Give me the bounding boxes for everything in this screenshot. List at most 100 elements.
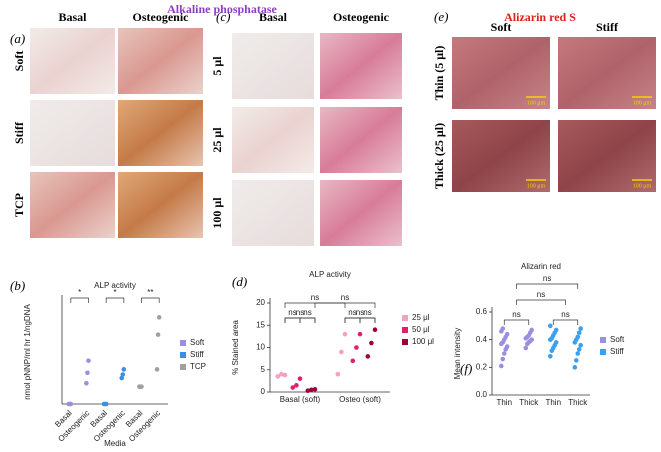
panel-label: (b) <box>10 278 25 293</box>
y-axis-label: nmol pNNP/ml hr 1/ngDNA <box>23 304 32 400</box>
significance-label: ns <box>363 308 371 317</box>
significance-bracket <box>70 297 89 303</box>
scale-bar-label: 100 μm <box>527 183 546 189</box>
data-point <box>121 367 127 372</box>
data-point <box>576 347 582 352</box>
scale-bar-label: 100 μm <box>633 183 652 189</box>
legend-marker <box>600 337 606 343</box>
y-tick-label: 0.0 <box>476 390 488 399</box>
micrograph <box>118 28 203 94</box>
data-point <box>529 327 534 333</box>
data-point <box>350 358 356 364</box>
data-point <box>86 358 91 363</box>
y-axis-label: Mean intensity <box>453 328 462 380</box>
panel-label: (f) <box>460 361 472 376</box>
data-point <box>575 334 581 340</box>
data-point <box>68 401 74 407</box>
data-point <box>573 358 579 363</box>
row-header: 5 μl <box>210 56 224 76</box>
significance-bracket <box>516 299 566 305</box>
significance-bracket <box>284 317 301 323</box>
data-point <box>357 331 363 337</box>
significance-label: ns <box>311 293 319 302</box>
panel-label: (c) <box>216 9 230 24</box>
data-point <box>372 327 378 333</box>
data-point <box>553 340 559 345</box>
micrograph <box>558 120 656 192</box>
data-point <box>501 351 507 356</box>
significance-label: ns <box>296 308 304 317</box>
micrograph <box>118 100 203 166</box>
significance-bracket <box>516 283 579 289</box>
legend-marker <box>180 352 186 358</box>
micrograph <box>118 172 203 238</box>
data-point <box>103 401 109 407</box>
data-point <box>499 363 504 369</box>
legend-marker <box>180 364 186 370</box>
significance-label: ns <box>356 308 364 317</box>
legend-label: 25 μl <box>412 313 430 322</box>
y-tick-label: 0 <box>261 387 266 396</box>
row-header: Thick (25 μl) <box>432 123 446 189</box>
data-point <box>575 351 581 356</box>
legend-marker <box>180 340 186 346</box>
column-header: Osteogenic <box>333 10 390 24</box>
x-axis-label: Media <box>104 439 126 447</box>
data-point <box>290 385 296 390</box>
micrograph <box>320 33 402 99</box>
row-header: Stiff <box>12 121 26 144</box>
data-point <box>335 371 341 377</box>
data-point <box>155 332 161 337</box>
column-header: Stiff <box>596 20 619 34</box>
significance-bracket <box>141 297 160 303</box>
significance-label: ns <box>288 308 296 317</box>
column-header: Basal <box>58 10 87 24</box>
y-tick-label: 0.6 <box>476 307 488 316</box>
micrograph <box>30 100 115 166</box>
micrograph <box>30 28 115 94</box>
data-point <box>576 330 582 336</box>
significance-label: * <box>113 288 116 297</box>
data-point <box>553 327 559 333</box>
title: Alizarin red S <box>504 10 576 24</box>
significance-label: ns <box>561 310 569 319</box>
y-tick-label: 20 <box>256 298 265 307</box>
data-point <box>120 372 126 377</box>
legend-marker <box>600 349 606 355</box>
row-header: 100 μl <box>210 197 224 229</box>
data-point <box>154 367 160 372</box>
x-tick-label: Thick <box>568 398 588 407</box>
chart-title: ALP activity <box>94 281 136 290</box>
significance-bracket <box>284 317 316 323</box>
legend-label: TCP <box>190 362 206 371</box>
y-axis-label: % Stained area <box>231 320 240 375</box>
data-point <box>548 323 553 329</box>
legend-label: Soft <box>610 335 625 344</box>
data-point <box>500 356 506 362</box>
significance-label: ns <box>348 308 356 317</box>
micrograph <box>452 120 550 192</box>
data-point <box>504 344 510 349</box>
significance-bracket <box>314 302 376 308</box>
data-point <box>84 380 89 386</box>
row-header: 25 μl <box>210 127 224 153</box>
data-point <box>500 326 506 331</box>
data-point <box>85 370 90 376</box>
micrograph <box>320 180 402 246</box>
legend-marker <box>402 339 408 345</box>
y-tick-label: 0.4 <box>476 335 488 344</box>
significance-label: ns <box>537 290 545 299</box>
micrograph <box>232 180 314 246</box>
data-point <box>309 387 314 393</box>
x-tick-label: Thin <box>545 398 561 407</box>
y-tick-label: 10 <box>256 343 265 352</box>
scale-bar-label: 100 μm <box>633 100 652 106</box>
data-point <box>578 342 583 348</box>
panel-label: (d) <box>232 274 247 289</box>
data-point <box>365 354 371 359</box>
data-point <box>339 349 344 355</box>
legend-marker <box>402 327 408 333</box>
significance-label: ** <box>147 288 153 297</box>
y-tick-label: 5 <box>261 365 266 374</box>
data-point <box>312 387 318 392</box>
